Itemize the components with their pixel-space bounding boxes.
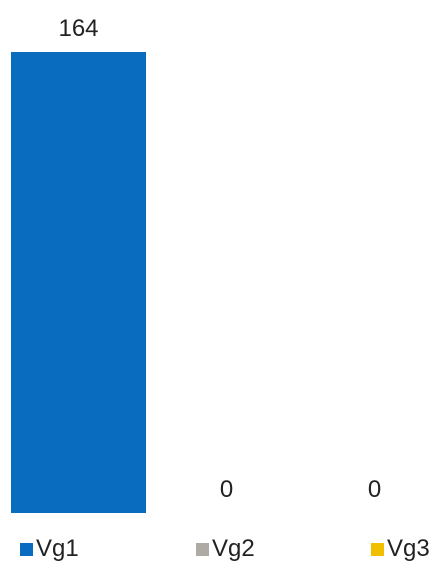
legend-swatch-vg1 xyxy=(20,543,33,556)
data-label-vg2: 0 xyxy=(220,476,233,503)
legend: Vg1 Vg2 Vg3 xyxy=(20,535,430,562)
bar-vg1 xyxy=(11,52,146,513)
data-label-vg3: 0 xyxy=(368,476,381,503)
legend-swatch-vg2 xyxy=(196,543,209,556)
data-label-vg1: 164 xyxy=(58,15,98,42)
data-labels-group: 164 0 0 xyxy=(58,15,381,503)
legend-label-vg3: Vg3 xyxy=(387,535,430,562)
bars-group xyxy=(11,52,146,513)
legend-swatch-vg3 xyxy=(371,543,384,556)
legend-label-vg2: Vg2 xyxy=(212,535,255,562)
legend-label-vg1: Vg1 xyxy=(36,535,79,562)
